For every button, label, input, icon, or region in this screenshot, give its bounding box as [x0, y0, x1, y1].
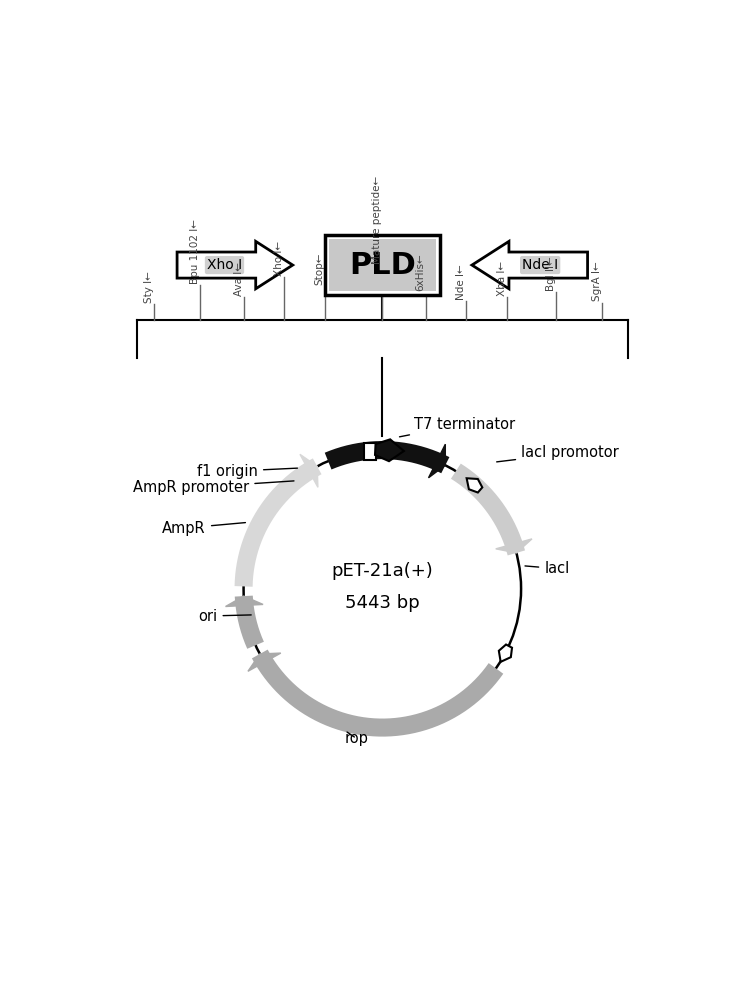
Text: Mature peptide←: Mature peptide← [372, 176, 382, 264]
Text: lacI: lacI [525, 561, 570, 576]
Text: AmpR: AmpR [163, 521, 245, 536]
Polygon shape [248, 653, 280, 671]
Text: T7 terminator: T7 terminator [400, 417, 515, 437]
Text: Ava I←: Ava I← [233, 262, 243, 296]
Bar [329, 239, 436, 291]
Text: Nde I: Nde I [522, 258, 558, 272]
Text: SgrA I←: SgrA I← [592, 262, 602, 301]
Polygon shape [177, 241, 292, 289]
Text: lacI promotor: lacI promotor [497, 445, 619, 462]
Text: PLD: PLD [349, 251, 416, 280]
Text: pET-21a(+): pET-21a(+) [331, 562, 433, 580]
Polygon shape [467, 478, 483, 493]
Text: Stop←: Stop← [315, 253, 325, 285]
Text: 6xHis←: 6xHis← [416, 253, 426, 291]
Text: Xba I←: Xba I← [497, 261, 507, 296]
Text: Nde I←: Nde I← [456, 264, 466, 300]
Text: Sty I←: Sty I← [144, 271, 154, 303]
Text: Xho I: Xho I [207, 258, 242, 272]
Bar [365, 443, 376, 460]
Text: Bgl II←: Bgl II← [546, 256, 556, 291]
Text: 5443 bp: 5443 bp [345, 594, 420, 612]
Text: f1 origin: f1 origin [197, 464, 298, 479]
Text: Bpu 1102 I←: Bpu 1102 I← [190, 219, 200, 284]
Text: Xho I←: Xho I← [274, 241, 284, 276]
Polygon shape [375, 439, 404, 461]
Polygon shape [225, 596, 263, 607]
Text: rop: rop [345, 731, 369, 746]
Bar [325, 235, 440, 295]
Polygon shape [428, 444, 445, 478]
Text: ori: ori [198, 609, 251, 624]
Polygon shape [496, 539, 532, 553]
Polygon shape [499, 645, 512, 662]
Polygon shape [300, 454, 318, 487]
Polygon shape [472, 241, 588, 289]
Text: AmpR promoter: AmpR promoter [134, 480, 294, 495]
